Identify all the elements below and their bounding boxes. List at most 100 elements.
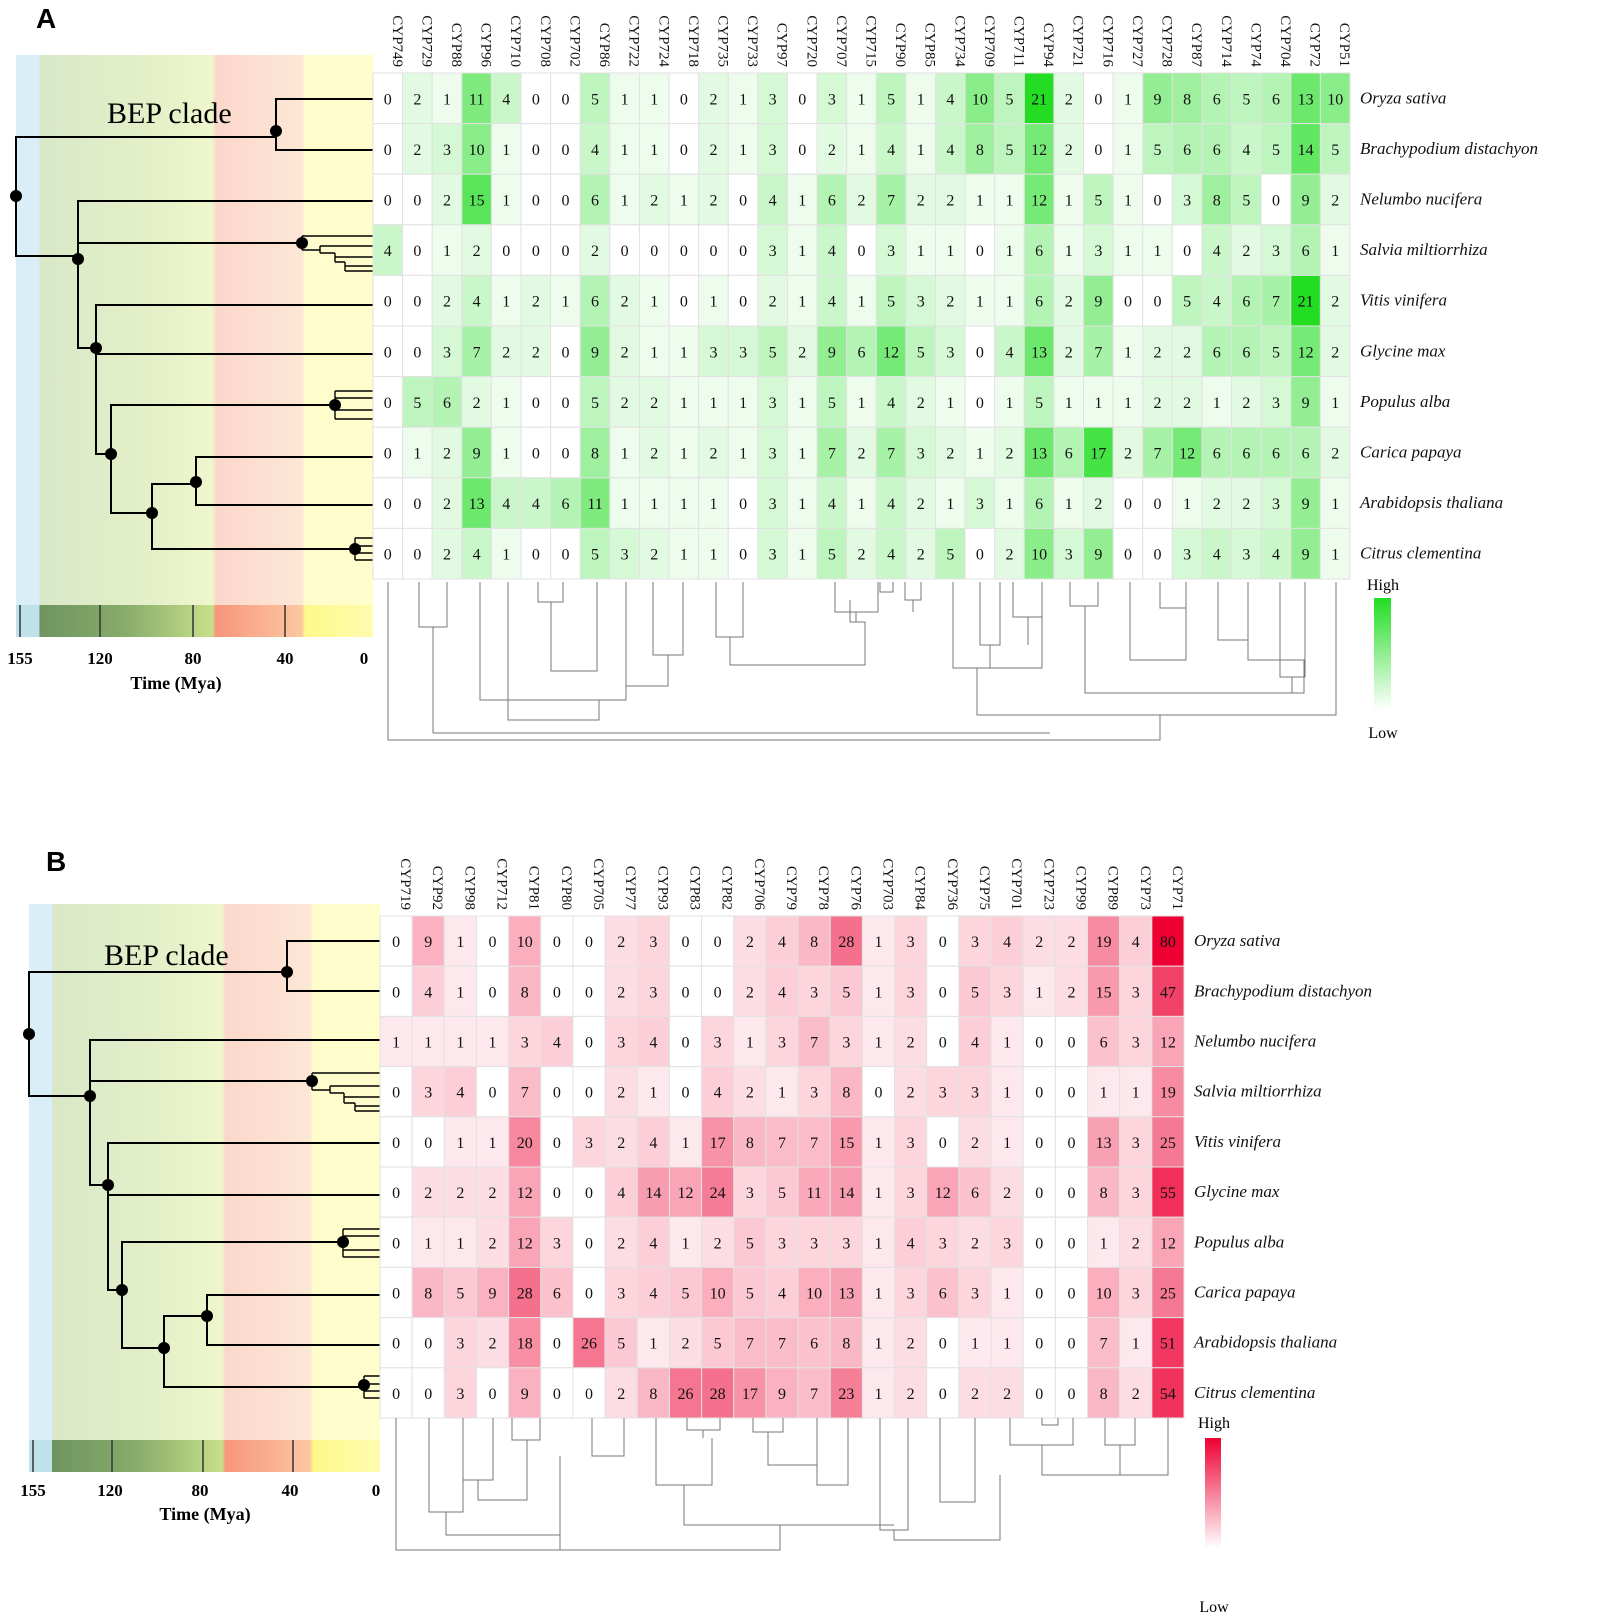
cell-value: 5 — [746, 1286, 754, 1303]
cell-value: 1 — [874, 1035, 882, 1052]
cell-value: 0 — [553, 934, 561, 951]
cell-value: 7 — [828, 446, 836, 463]
panel-b-label: B — [46, 846, 66, 877]
cell-value: 1 — [739, 395, 747, 412]
cell-value: 1 — [680, 395, 688, 412]
cell-value: 3 — [617, 1035, 625, 1052]
heatmap-cell — [550, 376, 581, 428]
heatmap-cell — [1054, 1216, 1089, 1268]
heatmap-cell — [1260, 123, 1292, 175]
time-axis-title: Time (Mya) — [159, 1504, 250, 1525]
cell-value: 8 — [424, 1286, 432, 1303]
cell-value: 1 — [649, 1336, 657, 1353]
cell-value: 3 — [907, 984, 915, 1001]
cell-value: 6 — [443, 395, 451, 412]
cell-value: 4 — [1272, 547, 1280, 564]
cell-value: 4 — [778, 984, 786, 1001]
cell-value: 4 — [714, 1085, 722, 1102]
heatmap-cell — [372, 477, 404, 529]
cell-value: 1 — [1124, 142, 1132, 159]
legend-low-a: Low — [1368, 725, 1398, 742]
heatmap-cell — [540, 1367, 574, 1419]
column-label: CYP709 — [981, 15, 997, 67]
row-label: Citrus clementina — [1360, 544, 1481, 563]
heatmap-cell — [520, 123, 552, 175]
cell-value: 13 — [1031, 344, 1047, 361]
cell-value: 1 — [680, 193, 688, 210]
heatmap-cell — [990, 915, 1024, 967]
cell-value: 2 — [617, 1085, 625, 1102]
column-label: CYP728 — [1159, 15, 1175, 67]
heatmap-cell — [411, 1266, 445, 1319]
cell-value: 1 — [621, 91, 629, 108]
cell-value: 1 — [1006, 294, 1014, 311]
cell-value: 8 — [842, 1085, 850, 1102]
cell-value: 3 — [1183, 547, 1191, 564]
cell-value: 0 — [1067, 1286, 1075, 1303]
time-tick: 40 — [282, 1481, 299, 1500]
cell-value: 1 — [1124, 91, 1132, 108]
heatmap-cell — [1151, 1116, 1185, 1168]
heatmap-cell — [958, 1317, 992, 1369]
cell-value: 0 — [714, 934, 722, 951]
cell-value: 2 — [1154, 344, 1162, 361]
legend-high-b: High — [1198, 1415, 1230, 1432]
heatmap-cell — [1171, 224, 1203, 276]
cell-value: 8 — [810, 934, 818, 951]
cell-value: 9 — [489, 1286, 497, 1303]
heatmap-cell — [701, 1317, 735, 1369]
cell-value: 1 — [798, 496, 806, 513]
cell-value: 0 — [680, 142, 688, 159]
heatmap-cell — [604, 1116, 638, 1168]
cell-value: 0 — [1094, 142, 1102, 159]
heatmap-cell — [379, 1066, 413, 1118]
heatmap-cell — [701, 1116, 735, 1168]
cell-value: 18 — [517, 1336, 533, 1353]
cell-value: 1 — [1331, 395, 1339, 412]
cell-value: 5 — [778, 1185, 786, 1202]
cell-value: 2 — [917, 547, 925, 564]
cell-value: 47 — [1160, 984, 1176, 1001]
cell-value: 7 — [1100, 1336, 1108, 1353]
cell-value: 1 — [874, 1336, 882, 1353]
cell-value: 0 — [682, 984, 690, 1001]
cell-value: 6 — [1100, 1035, 1108, 1052]
cell-value: 2 — [1242, 243, 1250, 260]
column-label: CYP735 — [714, 15, 730, 67]
column-label: CYP733 — [744, 15, 760, 67]
cell-value: 1 — [1006, 496, 1014, 513]
heatmap-cell — [1087, 1116, 1121, 1168]
cell-value: 5 — [946, 547, 954, 564]
cell-value: 26 — [678, 1386, 694, 1403]
cell-value: 3 — [1272, 496, 1280, 513]
heatmap-cell — [1023, 123, 1055, 175]
cell-value: 0 — [1067, 1185, 1075, 1202]
column-label: CYP72 — [1307, 23, 1323, 67]
cell-value: 25 — [1160, 1286, 1176, 1303]
heatmap-cell — [727, 72, 759, 125]
heatmap-cell — [964, 376, 996, 428]
heatmap-cell — [411, 1367, 445, 1419]
cell-value: 4 — [887, 395, 895, 412]
heatmap-cell — [508, 1066, 542, 1118]
cell-value: 3 — [939, 1085, 947, 1102]
heatmap-cell — [443, 1166, 477, 1218]
heatmap-cell — [1171, 376, 1203, 428]
heatmap-cell — [1119, 915, 1153, 967]
cell-value: 1 — [649, 1085, 657, 1102]
column-label: CYP722 — [626, 15, 642, 67]
heatmap-cell — [816, 173, 848, 226]
column-label: CYP89 — [1105, 866, 1121, 910]
cell-value: 0 — [392, 1336, 400, 1353]
cell-value: 3 — [976, 496, 984, 513]
heatmap-cell — [846, 527, 877, 580]
heatmap-cell — [1087, 965, 1121, 1017]
cell-value: 5 — [714, 1336, 722, 1353]
row-label: Nelumbo nucifera — [1193, 1032, 1316, 1051]
cell-value: 0 — [553, 1185, 561, 1202]
cell-value: 10 — [806, 1286, 822, 1303]
cell-value: 2 — [443, 496, 451, 513]
cell-value: 1 — [1331, 547, 1339, 564]
cell-value: 3 — [907, 1135, 915, 1152]
cell-value: 25 — [1160, 1135, 1176, 1152]
